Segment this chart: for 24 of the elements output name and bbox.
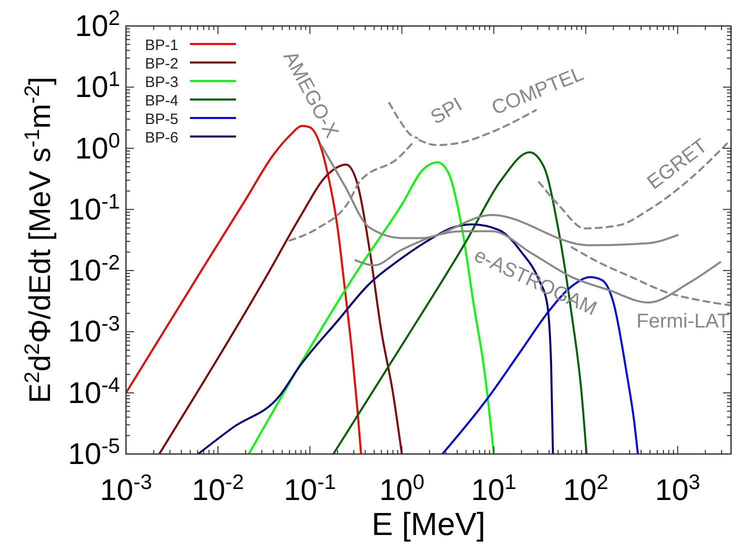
y-tick-label: 10$^{-1}$ (68, 190, 120, 226)
x-tick-label: 10$^{1}$ (471, 470, 516, 507)
y-tick-label: 10$^{1}$ (74, 68, 120, 104)
x-tick-label: 10$^{3}$ (655, 470, 700, 507)
x-tick-label: 10$^{2}$ (563, 470, 608, 507)
y-tick-label: 10$^{-3}$ (68, 312, 120, 349)
x-axis-title: E [MeV] (372, 506, 486, 542)
x-tick-label: 10$^{-3}$ (100, 470, 152, 507)
legend-label: BP-3 (145, 74, 178, 91)
legend-label: BP-2 (145, 56, 178, 72)
y-tick-label: 10$^{0}$ (74, 128, 120, 166)
y-tick-label: 10$^{2}$ (74, 6, 120, 43)
series-label: Fermi-LAT (636, 310, 730, 332)
x-tick-label: 10$^{0}$ (379, 470, 424, 507)
x-tick-label: 10$^{-1}$ (284, 470, 336, 507)
y-tick-label: 10$^{-2}$ (68, 251, 120, 288)
legend-label: BP-4 (145, 92, 178, 110)
y-tick-label: 10$^{-4}$ (68, 373, 120, 410)
text: SPI (427, 94, 466, 129)
x-tick-label: 10$^{-2}$ (192, 470, 244, 507)
legend-label: BP-6 (145, 130, 178, 146)
legend-label: BP-1 (145, 37, 178, 54)
y-tick-label: 10$^{-5}$ (68, 434, 120, 471)
legend-label: BP-5 (145, 111, 178, 128)
